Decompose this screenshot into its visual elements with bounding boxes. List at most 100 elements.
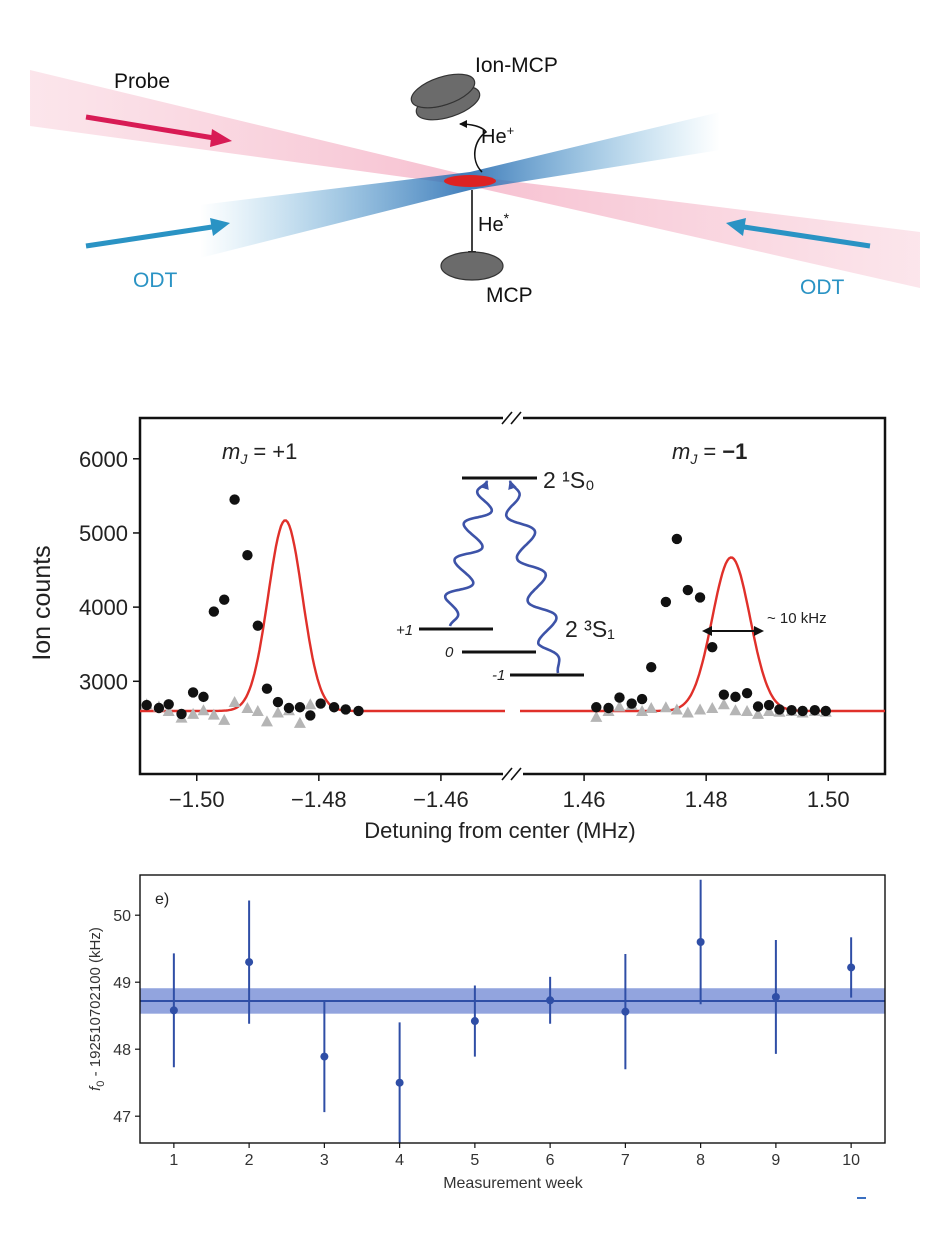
data-point	[774, 704, 785, 715]
x-tick-label: −1.48	[291, 787, 347, 812]
level-diagram-inset: 2 ¹S₀ +1 0 -1 2 ³S₁ ~ 10 kHz	[396, 467, 827, 684]
x-tick-label: 2	[245, 1152, 254, 1169]
background-point	[694, 703, 707, 715]
data-point	[752, 701, 764, 712]
width-arrow-head-right	[754, 626, 764, 636]
data-point	[741, 687, 753, 699]
mcp-detector-icon	[440, 251, 504, 281]
data-point	[591, 702, 602, 713]
mcp-label: MCP	[486, 284, 533, 307]
data-point	[169, 1006, 178, 1015]
odt-beam-right	[470, 112, 720, 190]
x-tick-label: 10	[842, 1152, 860, 1169]
x-tick-label: 1.46	[563, 787, 606, 812]
background-point	[636, 704, 649, 716]
ion-trajectory-arrow	[459, 120, 488, 173]
x-tick-label: 1.50	[807, 787, 850, 812]
data-point	[646, 662, 657, 673]
x-tick-label: 1	[169, 1152, 178, 1169]
background-point	[260, 715, 273, 727]
data-point	[470, 1017, 479, 1026]
width-arrow-head-left	[702, 626, 712, 636]
data-point	[328, 702, 340, 713]
data-point	[305, 710, 316, 721]
data-point	[671, 533, 683, 545]
sublevel-label-0: 0	[445, 644, 454, 661]
plot-frame	[139, 874, 886, 1144]
excitation-wave-minus1	[504, 480, 561, 674]
he-plus-label: He+	[481, 123, 514, 148]
y-tick-label: 50	[113, 908, 131, 925]
background-point	[162, 704, 175, 716]
background-point	[706, 701, 719, 713]
y-tick-label: 49	[113, 975, 131, 992]
y-axis-label: Ion counts	[28, 545, 56, 660]
x-tick-label: 8	[696, 1152, 705, 1169]
data-point	[603, 702, 614, 714]
x-axis-label: Detuning from center (MHz)	[364, 818, 635, 843]
background-point	[271, 706, 284, 718]
background-point	[304, 698, 317, 710]
probe-label: Probe	[114, 70, 170, 93]
background-point	[241, 701, 254, 713]
x-tick-label: 5	[470, 1152, 479, 1169]
x-axis-label: Measurement week	[443, 1175, 584, 1192]
x-tick-label: 4	[395, 1152, 404, 1169]
y-tick-label: 6000	[79, 447, 128, 472]
data-point	[340, 704, 351, 715]
width-annotation: ~ 10 kHz	[767, 610, 827, 627]
background-point	[197, 704, 210, 716]
beam-schematic: Probe ODT ODT Ion-MCP He+ He* MCP	[30, 54, 920, 307]
x-tick-label: 3	[320, 1152, 329, 1169]
data-point	[636, 693, 648, 705]
data-point	[847, 963, 856, 972]
y-axis-label: f0 - 192510702100 (kHz)	[87, 927, 107, 1091]
data-point	[763, 699, 775, 711]
axis-break-bottom	[501, 765, 523, 783]
data-point	[809, 705, 821, 716]
background-point	[741, 704, 754, 716]
odt-label-right: ODT	[800, 276, 845, 299]
y-tick-label: 48	[113, 1042, 131, 1059]
data-point	[786, 705, 797, 716]
data-point	[614, 692, 625, 703]
data-point	[626, 698, 637, 709]
level-label-lower: 2 ³S₁	[565, 616, 615, 642]
odt-arrow-left-head	[210, 218, 230, 236]
data-point	[283, 702, 295, 714]
data-point	[272, 696, 284, 708]
data-point	[187, 687, 199, 698]
background-point	[187, 707, 200, 719]
data-point	[730, 691, 741, 703]
data-point	[315, 698, 326, 709]
sublevel-label-minus1: -1	[492, 667, 505, 684]
probe-arrow	[85, 114, 215, 141]
odt-beam-left	[200, 172, 470, 258]
y-tick-label: 5000	[79, 521, 128, 546]
data-point	[694, 592, 706, 603]
background-point	[251, 704, 264, 716]
background-point	[659, 701, 672, 713]
y-tick-label: 47	[113, 1109, 131, 1126]
panel-label-e: e)	[155, 891, 169, 908]
background-point	[590, 710, 603, 722]
data-point	[198, 691, 209, 703]
background-point	[613, 700, 626, 712]
y-tick-label: 3000	[79, 669, 128, 694]
excitation-wave-plus1	[443, 480, 494, 627]
data-point	[176, 708, 187, 720]
background-point	[207, 708, 220, 720]
data-point	[820, 705, 831, 717]
odt-label-left: ODT	[133, 269, 178, 292]
data-point	[353, 705, 364, 717]
axis-break-top	[501, 409, 523, 427]
level-label-upper: 2 ¹S₀	[543, 467, 595, 493]
atom-cloud	[444, 175, 496, 187]
data-point	[163, 699, 174, 710]
plot-frame	[138, 416, 887, 776]
x-tick-label: −1.46	[413, 787, 469, 812]
x-tick-label: 6	[546, 1152, 555, 1169]
